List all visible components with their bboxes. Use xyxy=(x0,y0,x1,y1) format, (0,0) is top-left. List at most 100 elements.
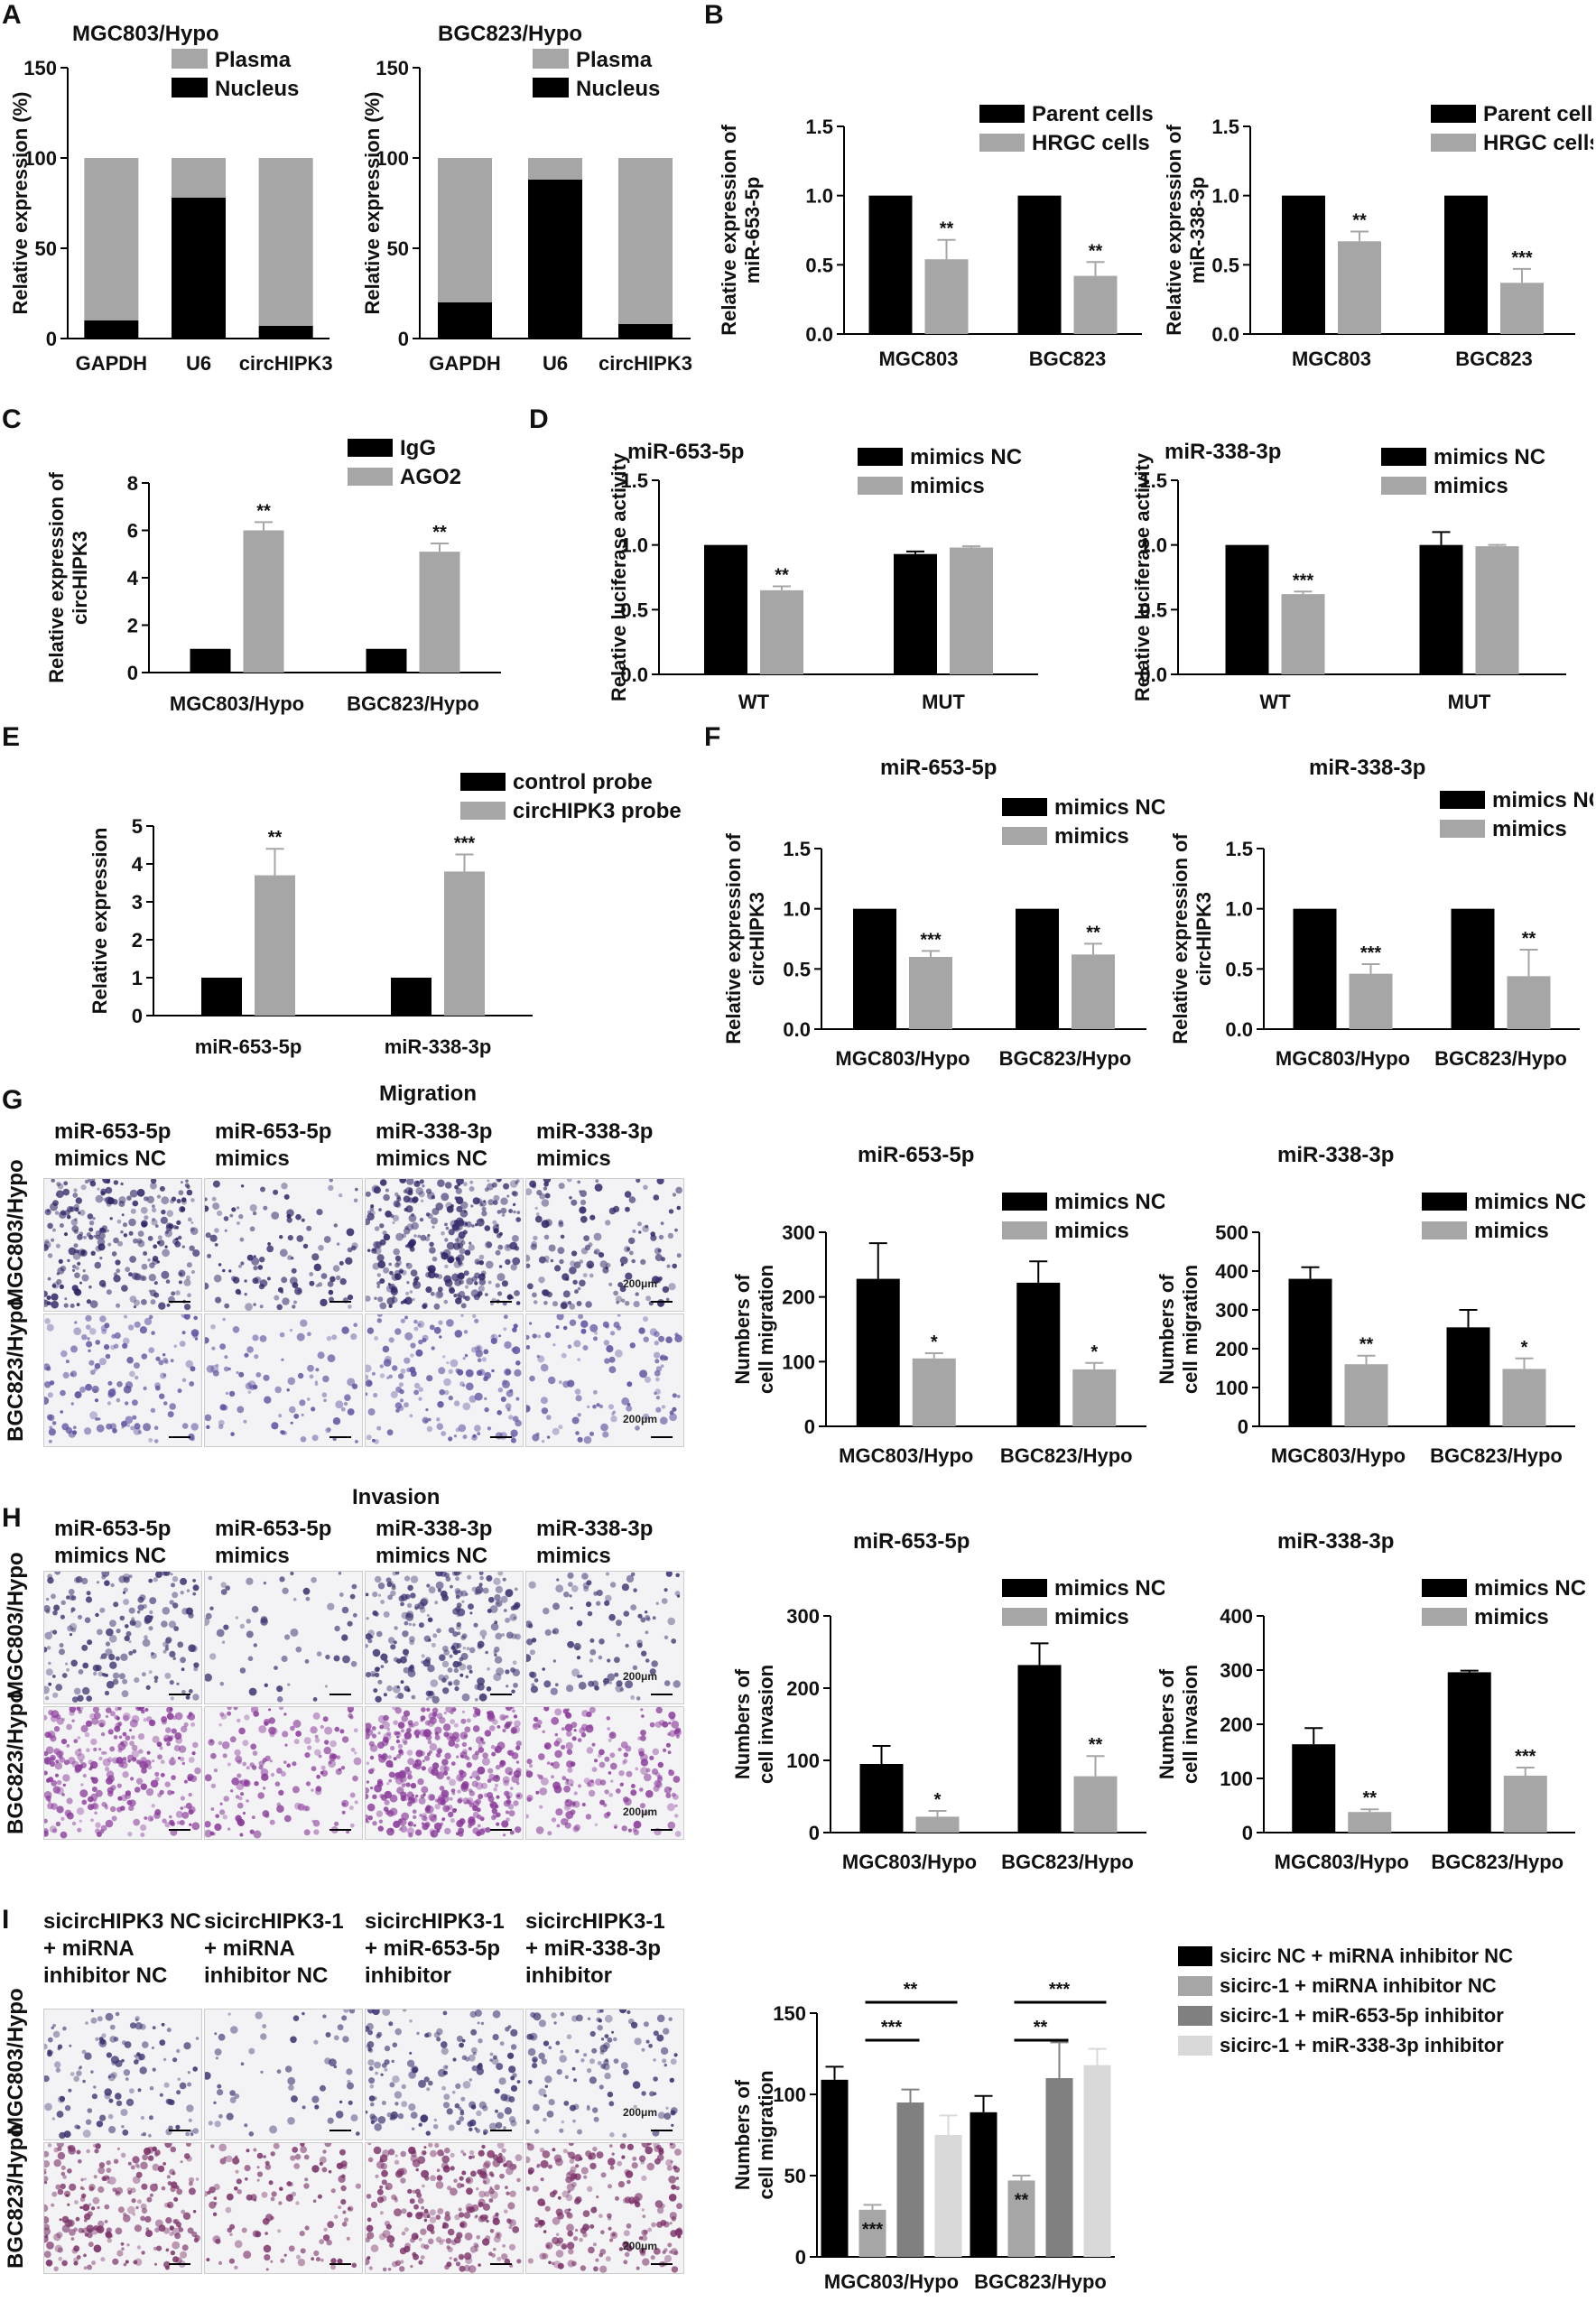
bracket-significance: ** xyxy=(904,1980,918,2000)
significance-label: * xyxy=(934,1790,942,1810)
bar xyxy=(1083,2065,1111,2257)
panel-label-h: H xyxy=(2,1503,22,1533)
legend-label: mimics NC xyxy=(1492,788,1593,812)
y-axis-label-line: cell migration xyxy=(755,1265,777,1394)
bar xyxy=(1293,908,1337,1029)
bar xyxy=(366,648,407,673)
bar xyxy=(190,648,231,673)
legend-swatch xyxy=(1178,1946,1212,1966)
cell-stain-texture xyxy=(44,1572,200,1703)
x-tick-label: BGC823 xyxy=(1455,348,1533,370)
y-tick-label: 100 xyxy=(786,1750,820,1772)
bar xyxy=(1007,2180,1035,2257)
y-tick-label: 0 xyxy=(1242,1822,1253,1844)
y-tick-label: 0 xyxy=(1238,1416,1248,1438)
bar xyxy=(444,871,485,1016)
micrograph-row-label: BGC823/Hypo xyxy=(4,1296,28,1442)
scale-bar-label: 200μm xyxy=(623,2106,658,2119)
y-tick-label: 0 xyxy=(132,1005,143,1027)
significance-label: ** xyxy=(1089,1735,1103,1755)
y-axis-label: Relative expression of circHIPK3 xyxy=(45,472,91,683)
bar xyxy=(1344,1364,1388,1426)
invasion-title: Invasion xyxy=(352,1485,441,1509)
bar xyxy=(1073,1776,1118,1833)
legend-swatch xyxy=(172,49,208,69)
scale-bar-label: 200μm xyxy=(623,1805,658,1818)
y-axis-label-line: Relative expression (%) xyxy=(9,92,32,315)
legend-swatch xyxy=(533,49,569,69)
micrograph-row-label: MGC803/Hypo xyxy=(4,1159,28,1306)
bracket-significance: ** xyxy=(1034,2018,1048,2037)
bar xyxy=(1072,954,1115,1029)
bar-nucleus xyxy=(258,326,313,339)
y-tick-label: 1 xyxy=(132,967,143,989)
micrograph-image xyxy=(204,1313,363,1447)
y-tick-label: 100 xyxy=(376,147,409,170)
bar-nucleus xyxy=(172,198,226,339)
cell-stain-texture xyxy=(526,2143,683,2273)
bar xyxy=(1500,283,1544,334)
significance-label: *** xyxy=(1511,248,1533,268)
micrograph-row-label: BGC823/Hypo xyxy=(4,1689,28,1834)
y-tick-label: 0.0 xyxy=(805,323,833,346)
legend-swatch xyxy=(1381,477,1426,495)
legend-swatch xyxy=(1178,2036,1212,2056)
migration-title: Migration xyxy=(379,1081,477,1106)
chart-title: miR-338-3p xyxy=(1277,1529,1394,1554)
cell-stain-texture xyxy=(44,2010,200,2140)
x-tick-label: MGC803/Hypo xyxy=(1276,1047,1410,1070)
bar xyxy=(1419,544,1463,674)
legend-label: AGO2 xyxy=(400,465,461,489)
legend-swatch xyxy=(1002,1193,1047,1211)
y-tick-label: 150 xyxy=(23,57,57,79)
x-tick-label: WT xyxy=(1259,691,1291,713)
significance-label: *** xyxy=(1360,943,1382,963)
micrograph-image xyxy=(525,1571,684,1704)
legend-label: Nucleus xyxy=(215,77,299,101)
bar xyxy=(970,2112,998,2257)
bar-plasma xyxy=(438,158,492,302)
bar xyxy=(1225,544,1269,674)
legend-swatch xyxy=(979,105,1025,123)
bracket-significance: *** xyxy=(1049,1980,1071,2000)
bar xyxy=(1045,2078,1073,2257)
chart-title: BGC823/Hypo xyxy=(438,22,582,46)
significance-label: ** xyxy=(1352,211,1367,231)
bar xyxy=(1446,1327,1490,1426)
y-tick-label: 0.0 xyxy=(783,1018,811,1041)
micrograph-image xyxy=(525,1706,684,1840)
y-tick-label: 200 xyxy=(786,1677,820,1700)
y-tick-label: 300 xyxy=(786,1605,820,1628)
y-tick-label: 0 xyxy=(809,1822,820,1844)
y-axis-label-line: Relative expression of xyxy=(722,833,745,1044)
legend-label: mimics xyxy=(1492,817,1567,841)
bar xyxy=(912,1358,956,1426)
bar xyxy=(894,553,937,674)
legend-swatch xyxy=(1002,1579,1047,1597)
bar xyxy=(1072,1369,1117,1426)
bar xyxy=(243,530,284,673)
micrograph-column-label: miR-653-5p xyxy=(54,1119,172,1144)
significance-label: ** xyxy=(432,523,447,543)
significance-label: ** xyxy=(940,219,954,239)
x-tick-label: MGC803/Hypo xyxy=(1271,1444,1406,1467)
legend-label: mimics xyxy=(1054,1605,1129,1629)
y-axis-label: Numbers of cell invasion xyxy=(1155,1665,1202,1784)
significance-label: ** xyxy=(775,566,789,586)
y-tick-label: 2 xyxy=(132,929,143,951)
micrograph-row-label: MGC803/Hypo xyxy=(4,1552,28,1699)
y-tick-label: 0 xyxy=(127,662,138,684)
y-axis-label-line: Relative expression of xyxy=(1163,125,1185,336)
legend-label: mimics NC xyxy=(1474,1576,1586,1601)
legend-label: mimics NC xyxy=(1474,1190,1586,1214)
y-tick-label: 1.0 xyxy=(805,185,833,208)
bar xyxy=(1502,1369,1546,1426)
y-tick-label: 0.5 xyxy=(1139,599,1167,621)
micrograph-column-label: miR-338-3p xyxy=(376,1517,493,1541)
x-tick-label: BGC823/Hypo xyxy=(999,1047,1132,1070)
y-tick-label: 50 xyxy=(784,2165,806,2187)
micrograph-column-label: sicircHIPK3-1 xyxy=(365,1909,505,1934)
chart-g2-migration-mir338: miR-338-3p 0 100 200 300 400 500 Numbers of cell… xyxy=(1155,1143,1586,1467)
x-tick-label: circHIPK3 xyxy=(239,352,333,375)
